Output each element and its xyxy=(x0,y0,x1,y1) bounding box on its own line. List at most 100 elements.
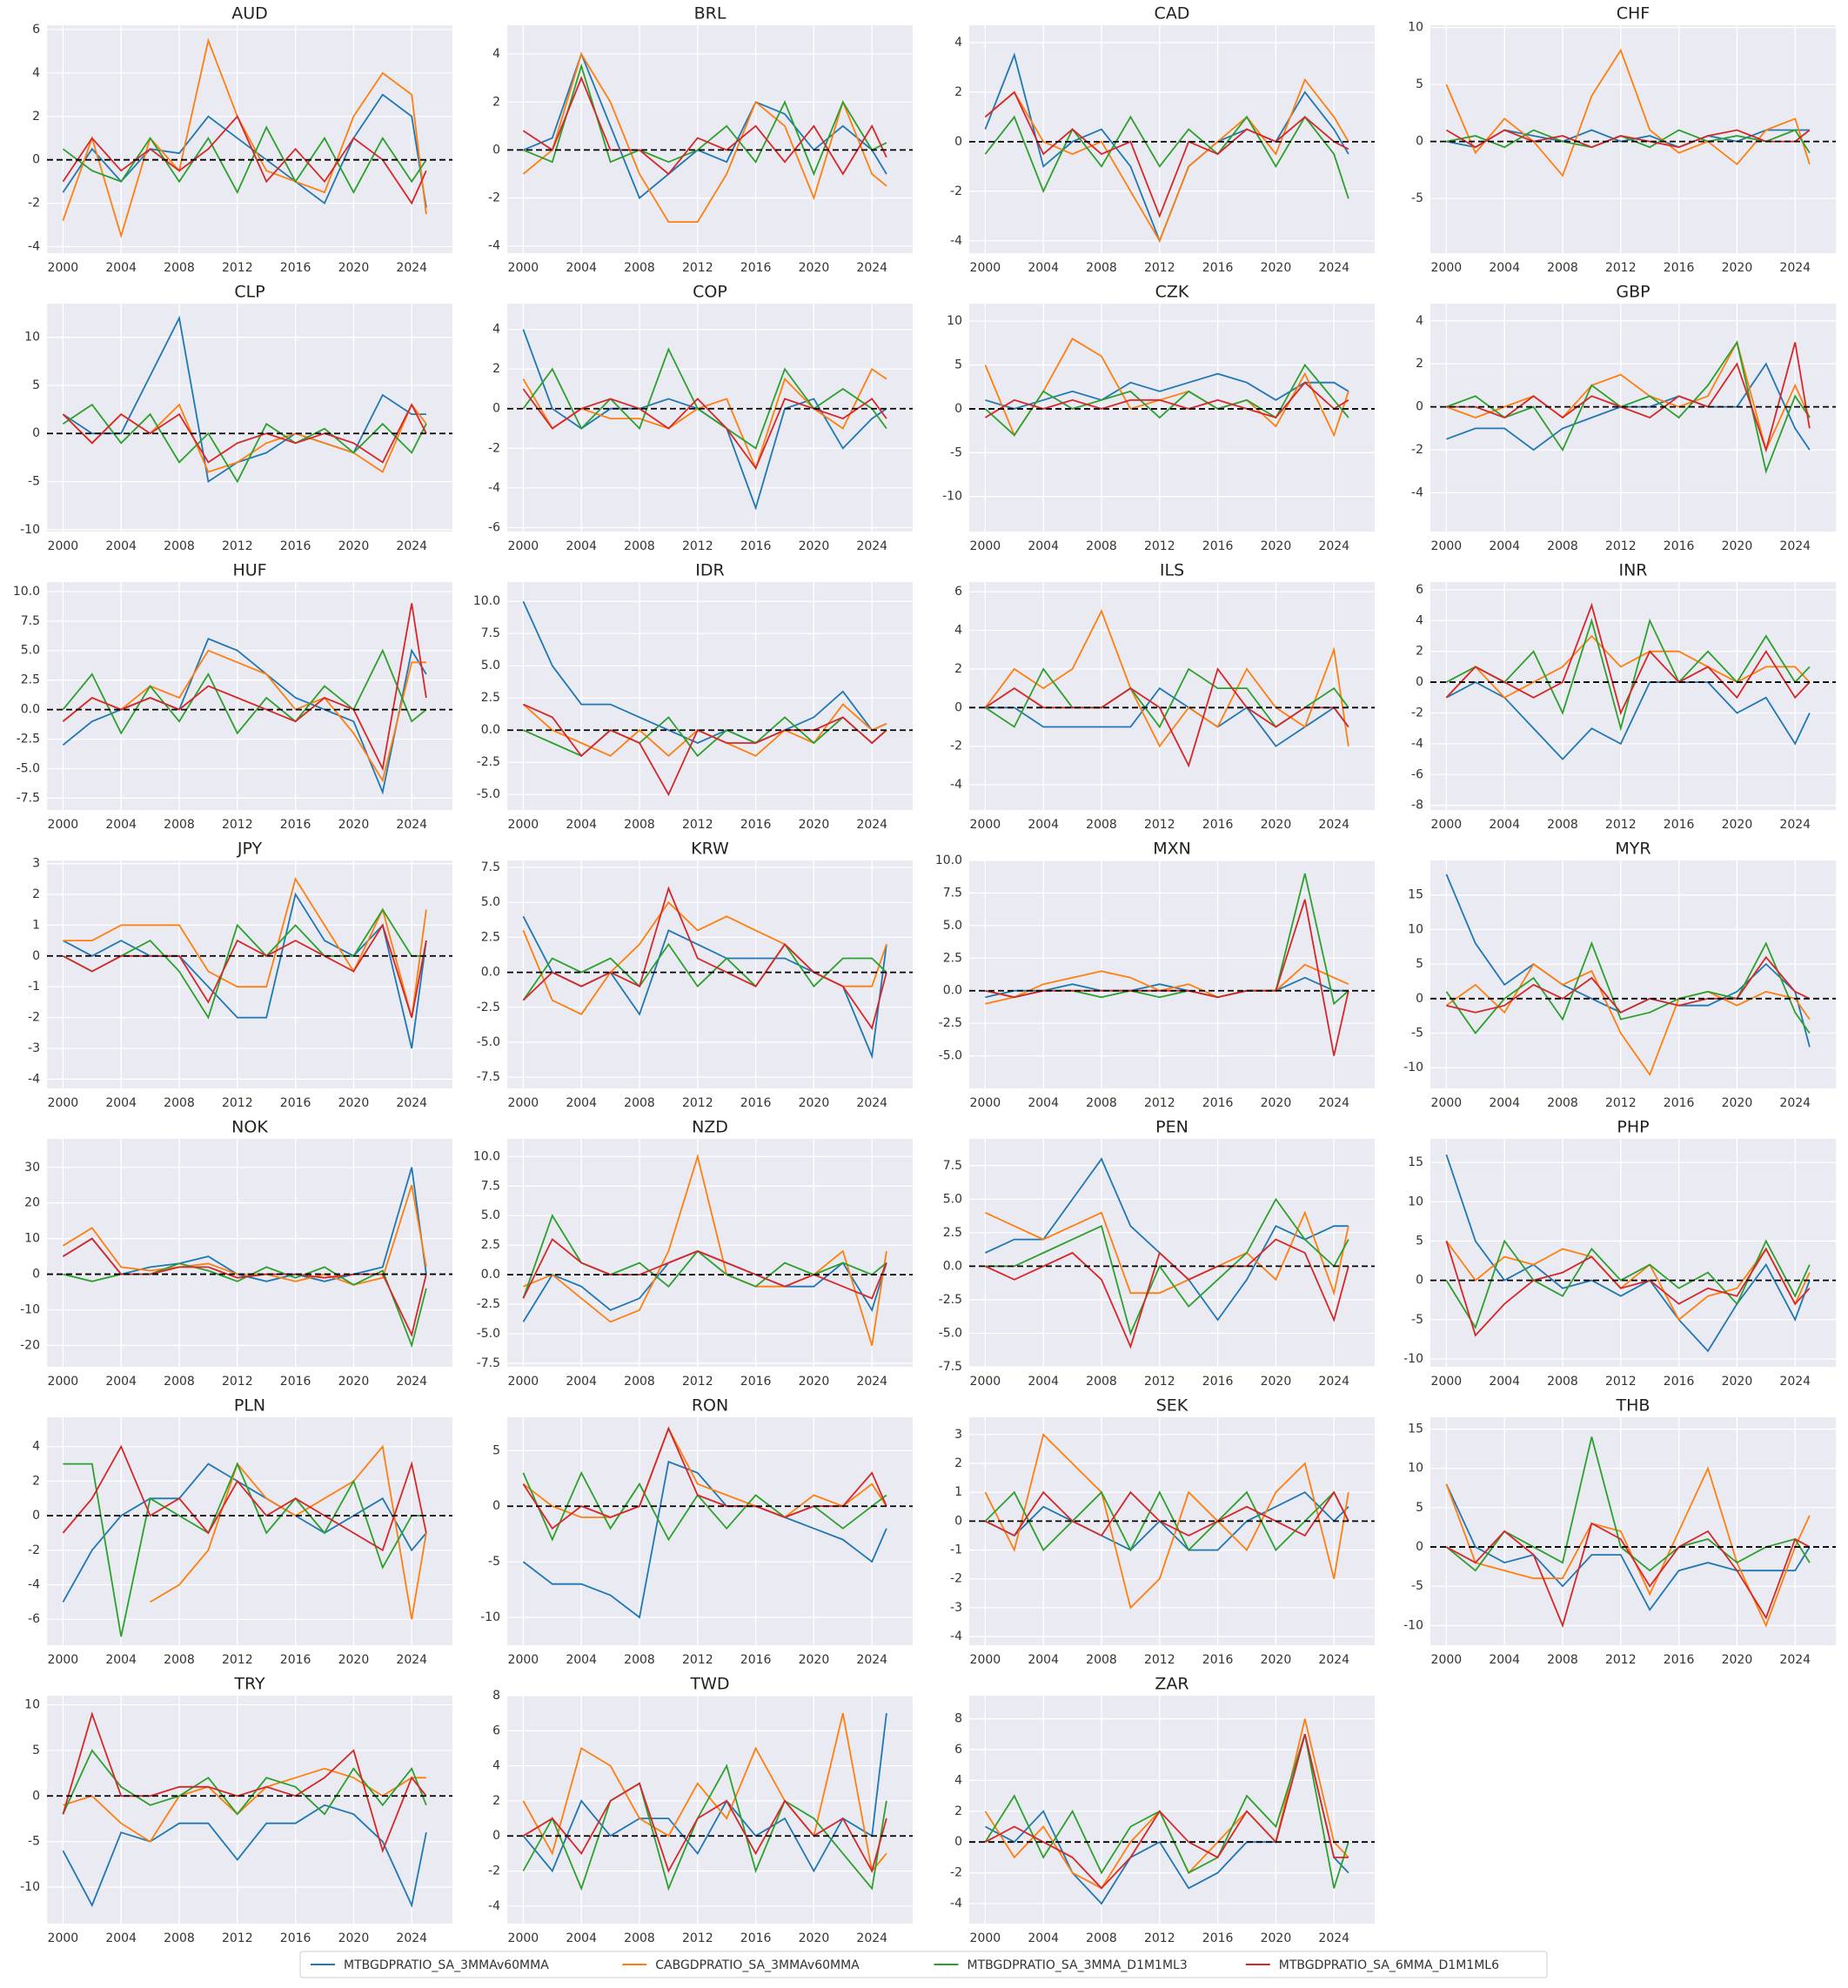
series-line xyxy=(62,1167,427,1282)
x-tick-label: 2016 xyxy=(740,1931,772,1945)
y-tick-label: 7.5 xyxy=(481,1179,500,1193)
series-line xyxy=(1446,342,1811,453)
series-line xyxy=(523,63,887,177)
y-tick-label: -2.5 xyxy=(939,1016,962,1030)
y-tick-label: 4 xyxy=(954,624,962,638)
plot-area xyxy=(1430,1139,1836,1367)
x-tick-label: 2004 xyxy=(566,818,597,832)
x-tick-label: 2000 xyxy=(970,818,1001,832)
y-tick-label: -1 xyxy=(28,980,40,994)
x-tick-label: 2020 xyxy=(1261,1096,1292,1110)
x-tick-label: 2004 xyxy=(1489,1653,1520,1667)
y-tick-label: 2.5 xyxy=(943,951,962,965)
x-tick-label: 2012 xyxy=(682,1653,713,1667)
plot-area xyxy=(969,1139,1375,1367)
series-line xyxy=(523,1154,887,1346)
x-tick-label: 2008 xyxy=(624,1931,655,1945)
x-tick-label: 2016 xyxy=(280,1653,311,1667)
x-tick-label: 2000 xyxy=(1431,818,1463,832)
x-tick-label: 2016 xyxy=(1664,261,1695,275)
panel-title: KRW xyxy=(691,840,729,859)
y-tick-label: 4 xyxy=(1416,314,1423,328)
x-tick-label: 2020 xyxy=(799,1096,830,1110)
series-line xyxy=(1445,1522,1811,1629)
panel-title: GBP xyxy=(1616,283,1650,302)
x-tick-label: 2004 xyxy=(105,1931,137,1945)
x-tick-label: 2024 xyxy=(396,261,427,275)
plot-area xyxy=(47,582,452,810)
x-tick-label: 2024 xyxy=(396,1375,427,1389)
y-tick-label: 2 xyxy=(954,1456,962,1470)
x-tick-label: 2016 xyxy=(280,1096,311,1110)
x-tick-label: 2012 xyxy=(1605,818,1637,832)
x-tick-label: 2024 xyxy=(1779,539,1811,553)
x-tick-label: 2008 xyxy=(624,261,655,275)
x-tick-label: 2000 xyxy=(970,539,1001,553)
x-tick-label: 2024 xyxy=(1318,1375,1349,1389)
x-tick-label: 2024 xyxy=(1779,818,1811,832)
y-tick-label: -5.0 xyxy=(17,761,40,775)
y-tick-label: 2 xyxy=(954,662,962,676)
series-line xyxy=(985,372,1349,410)
x-tick-label: 2020 xyxy=(799,1931,830,1945)
y-tick-label: -10 xyxy=(1403,1061,1423,1074)
x-tick-label: 2000 xyxy=(970,1375,1001,1389)
series-line xyxy=(1445,1154,1811,1353)
x-tick-label: 2000 xyxy=(508,818,539,832)
y-tick-label: -2 xyxy=(950,740,962,753)
series-line xyxy=(984,115,1349,199)
panel-title: RON xyxy=(692,1396,728,1416)
series-line xyxy=(1445,681,1811,760)
series-line xyxy=(62,1463,427,1603)
x-tick-label: 2016 xyxy=(740,261,772,275)
x-tick-label: 2004 xyxy=(566,261,597,275)
panel-title: MXN xyxy=(1153,840,1191,859)
y-tick-label: -4 xyxy=(488,481,500,495)
y-tick-label: 0 xyxy=(32,1509,40,1523)
x-tick-label: 2024 xyxy=(396,1931,427,1945)
plot-area xyxy=(1430,1417,1836,1645)
x-tick-label: 2016 xyxy=(280,1931,311,1945)
series-line xyxy=(522,886,887,1031)
y-tick-label: -2 xyxy=(28,1543,40,1557)
series-line xyxy=(1445,129,1811,149)
x-tick-label: 2024 xyxy=(856,539,887,553)
x-tick-label: 2000 xyxy=(970,1653,1001,1667)
x-tick-label: 2008 xyxy=(1086,1096,1117,1110)
y-tick-label: -5 xyxy=(950,445,962,459)
x-tick-label: 2000 xyxy=(1431,1375,1463,1389)
panel-title: PEN xyxy=(1155,1118,1188,1137)
y-tick-label: 8 xyxy=(492,1689,500,1703)
y-tick-label: -5 xyxy=(1411,1313,1423,1327)
y-tick-label: 0 xyxy=(32,1789,40,1803)
y-tick-label: -5.0 xyxy=(477,787,500,801)
y-tick-label: -2.5 xyxy=(939,1293,962,1307)
y-tick-label: 0 xyxy=(1416,992,1423,1006)
x-tick-label: 2000 xyxy=(508,1096,539,1110)
series-line xyxy=(1445,1239,1811,1329)
x-tick-label: 2012 xyxy=(1144,818,1175,832)
y-tick-label: 2 xyxy=(1416,357,1423,371)
panel-title: CZK xyxy=(1155,283,1189,302)
x-tick-label: 2020 xyxy=(1261,818,1292,832)
series-line xyxy=(62,315,426,484)
series-line xyxy=(985,1197,1349,1336)
series-line xyxy=(984,381,1349,419)
y-tick-label: 2.5 xyxy=(481,1238,500,1252)
y-tick-label: 10 xyxy=(947,314,962,328)
x-tick-label: 2012 xyxy=(682,1096,713,1110)
x-tick-label: 2000 xyxy=(508,1375,539,1389)
legend-box xyxy=(299,1951,1548,1978)
x-tick-label: 2020 xyxy=(1722,539,1753,553)
x-tick-label: 2020 xyxy=(338,261,370,275)
y-tick-label: -10 xyxy=(20,1880,40,1894)
y-tick-label: 15 xyxy=(1408,1155,1423,1169)
x-tick-label: 2020 xyxy=(799,539,830,553)
x-tick-label: 2008 xyxy=(624,1096,655,1110)
x-tick-label: 2004 xyxy=(1028,1375,1059,1389)
y-tick-label: -10 xyxy=(480,1610,500,1624)
series-line xyxy=(62,403,427,464)
y-tick-label: 0 xyxy=(954,1514,962,1528)
x-tick-label: 2016 xyxy=(740,1096,772,1110)
